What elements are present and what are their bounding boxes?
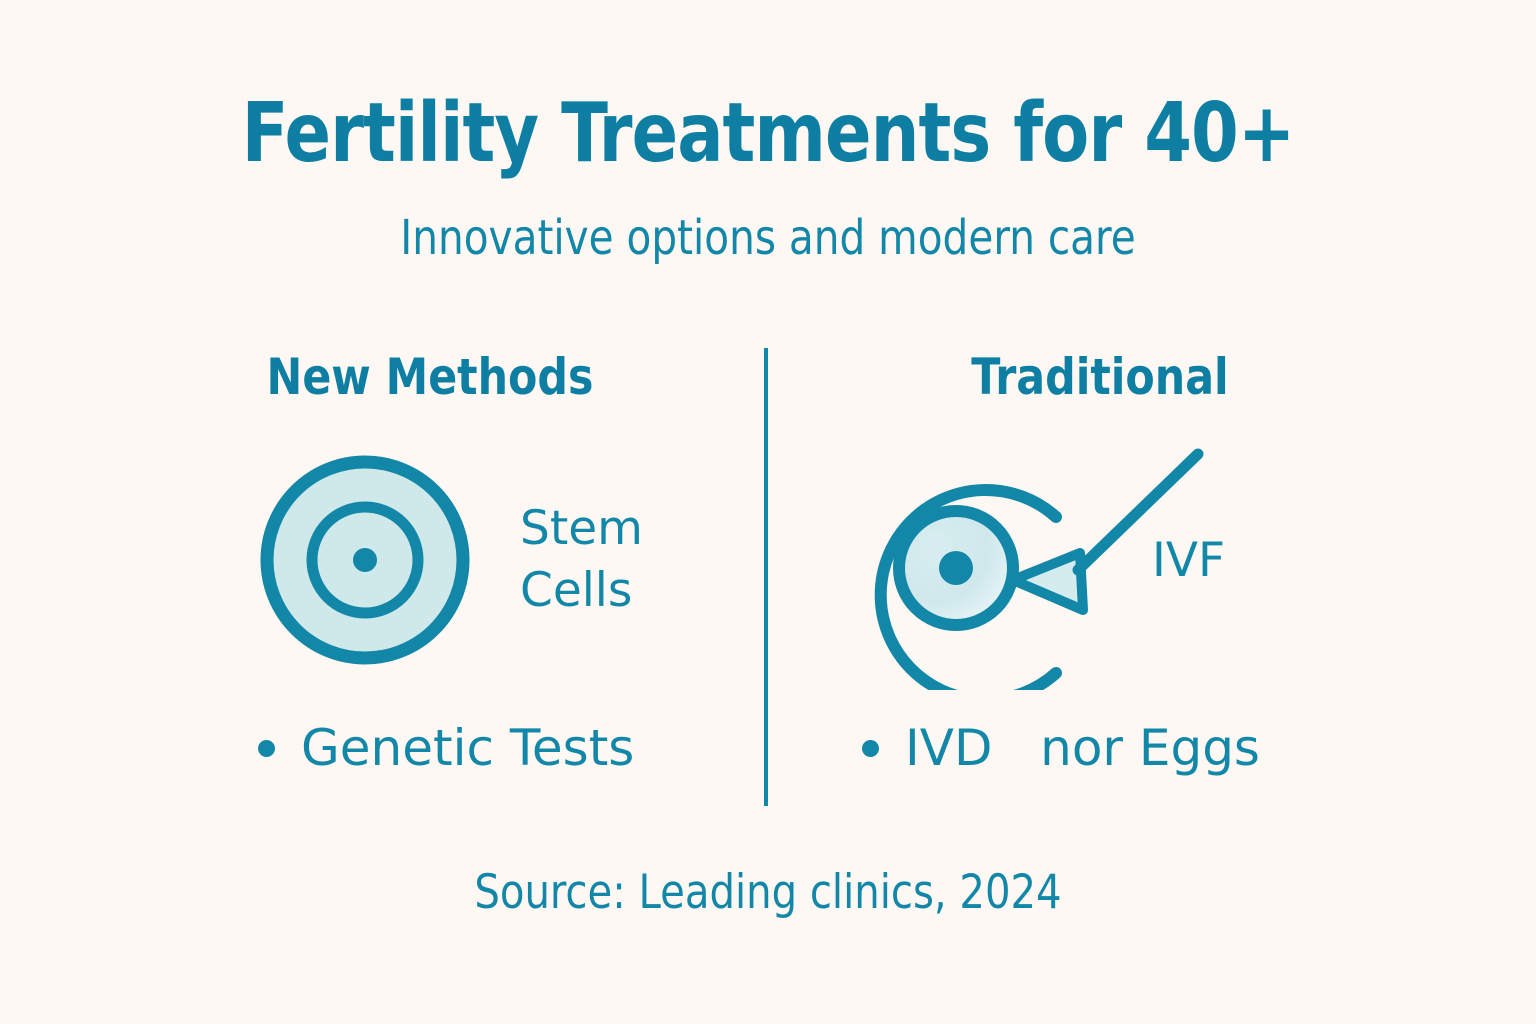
page-title: Fertility Treatments for 40+ [241,86,1296,181]
pipette-shaft [1072,448,1204,576]
figure-label-stem-cells: Stem Cells [520,498,750,622]
figure-label-stem-cells-line1: Stem [520,501,643,556]
cell-injection-icon [840,440,1240,706]
list-item: IVD nor Eggs [862,718,1260,778]
pipette-tip [1008,548,1088,615]
bullet-dot-icon [258,739,275,757]
figure-label-stem-cells-line2: Cells [520,563,633,618]
bullet-dot-icon [862,739,879,757]
cell-nucleolus-dot [353,548,377,572]
cell-filled-svg [260,455,470,665]
bullet-label-ivd-nor-eggs: IVD nor Eggs [905,719,1260,777]
list-item: Genetic Tests [258,718,634,778]
column-heading-traditional: Traditional [971,348,1229,406]
figure-label-ivf: IVF [1152,533,1226,588]
cell-filled-icon [252,440,482,684]
bullet-label-genetic-tests: Genetic Tests [301,719,635,777]
page-subtitle: Innovative options and modern care [400,210,1136,266]
source-note: Source: Leading clinics, 2024 [474,865,1062,920]
column-heading-new-methods: New Methods [266,348,594,406]
cell-injection-svg [874,448,1204,706]
polar-body-dot [939,551,973,585]
column-divider [764,348,768,806]
